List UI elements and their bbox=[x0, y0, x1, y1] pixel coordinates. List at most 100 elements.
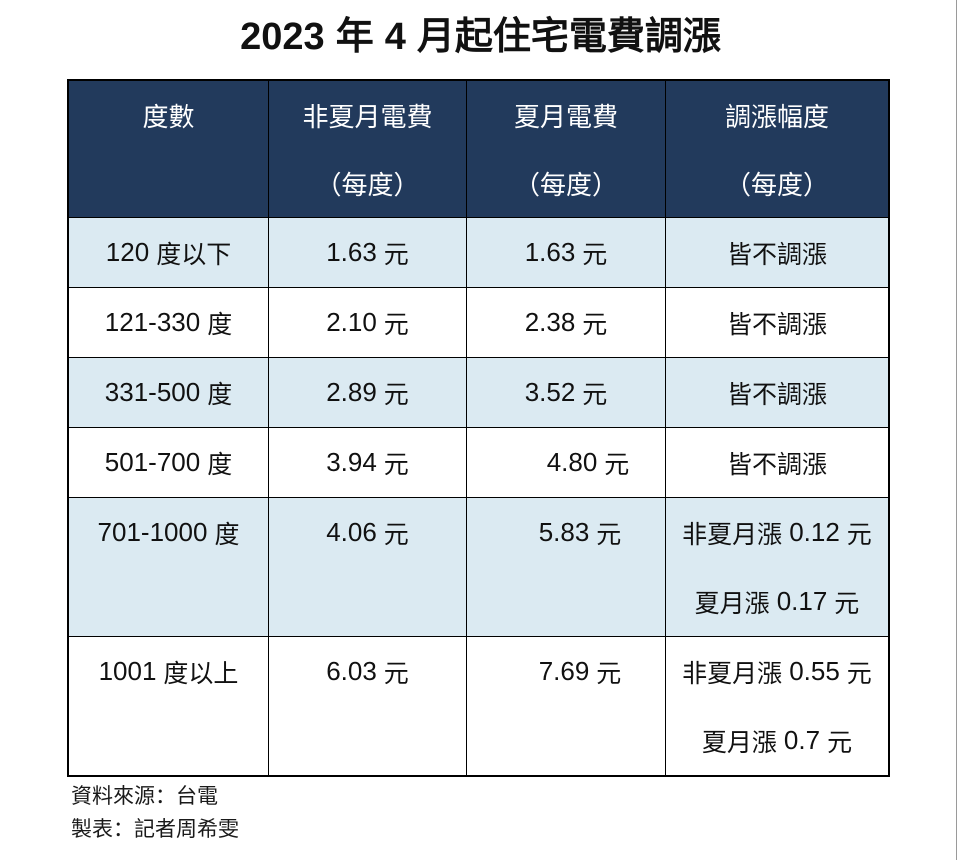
cell-line: 331-500 度 bbox=[69, 358, 268, 427]
summer-fee-cell: 5.83 元 bbox=[467, 498, 666, 637]
cell-line: 非夏月漲 0.55 元 bbox=[666, 637, 888, 706]
adjustment-cell: 皆不調漲 bbox=[666, 218, 888, 288]
cell-line: 皆不調漲 bbox=[666, 428, 888, 497]
fee-unit: 元 bbox=[596, 660, 622, 688]
fee-value: 1.63 bbox=[524, 237, 576, 267]
cell-line: 皆不調漲 bbox=[666, 358, 888, 427]
page-title: 2023 年 4 月起住宅電費調漲 bbox=[0, 16, 961, 60]
header-subtext: （每度） bbox=[315, 170, 420, 200]
cell-line: 4.80 元 bbox=[489, 428, 687, 497]
fee-unit: 元 bbox=[582, 311, 608, 339]
cell-line: 非夏月漲 0.12 元 bbox=[666, 498, 888, 567]
title-year-unit: 年 bbox=[335, 16, 374, 58]
summer-fee-cell: 3.52 元 bbox=[467, 358, 666, 428]
header-text: 度數 bbox=[142, 102, 195, 132]
tier-suffix: 度 bbox=[207, 451, 233, 479]
header-subtext: （每度） bbox=[724, 170, 829, 200]
fee-unit: 元 bbox=[383, 241, 409, 269]
cell-line: 501-700 度 bbox=[69, 428, 268, 497]
tier-range: 501-700 bbox=[104, 447, 201, 477]
adjustment-cell: 非夏月漲 0.55 元 夏月漲 0.7 元 bbox=[666, 637, 888, 775]
summer-fee-cell: 1.63 元 bbox=[467, 218, 666, 288]
adjustment-unit: 元 bbox=[846, 660, 872, 688]
non-summer-fee-cell: 2.10 元 bbox=[269, 288, 467, 358]
fee-value: 2.38 bbox=[524, 307, 576, 337]
tier-cell: 501-700 度 bbox=[69, 428, 269, 498]
adjustment-value: 0.55 bbox=[789, 656, 840, 686]
adjustment-text: 皆不調漲 bbox=[726, 381, 827, 409]
cell-line: 4.06 元 bbox=[269, 498, 466, 567]
adjustment-cell: 皆不調漲 bbox=[666, 428, 888, 498]
adjustment-unit: 元 bbox=[846, 521, 872, 549]
cell-line bbox=[467, 567, 665, 636]
footer-notes: 資料來源：台電 製表：記者周希雯 bbox=[71, 780, 239, 846]
fee-unit: 元 bbox=[582, 241, 608, 269]
cell-line: 2.89 元 bbox=[269, 358, 466, 427]
adjustment-text: 非夏月漲 bbox=[682, 521, 783, 549]
non-summer-fee-cell: 3.94 元 bbox=[269, 428, 467, 498]
adjustment-text: 夏月漲 bbox=[694, 590, 770, 618]
cell-line: 3.52 元 bbox=[467, 358, 665, 427]
adjustment-value: 0.12 bbox=[789, 517, 840, 547]
header-text: 非夏月電費 bbox=[302, 102, 433, 132]
tier-range: 331-500 bbox=[104, 377, 201, 407]
fee-unit: 元 bbox=[383, 660, 409, 688]
column-header-adjustment: 調漲幅度 （每度） bbox=[666, 81, 888, 218]
cell-line: 5.83 元 bbox=[481, 498, 679, 567]
cell-line: 2.10 元 bbox=[269, 288, 466, 357]
tier-suffix: 度 bbox=[207, 311, 233, 339]
header-line: （每度） bbox=[666, 149, 888, 217]
cell-line: 120 度以下 bbox=[69, 218, 268, 287]
column-header-summer: 夏月電費 （每度） bbox=[467, 81, 666, 218]
tier-suffix: 度 bbox=[207, 381, 233, 409]
tier-cell: 1001 度以上 bbox=[69, 637, 269, 775]
cell-line bbox=[69, 706, 268, 775]
fee-value: 2.10 bbox=[326, 307, 377, 337]
adjustment-text: 皆不調漲 bbox=[726, 311, 827, 339]
fee-unit: 元 bbox=[383, 311, 409, 339]
fee-value: 6.03 bbox=[326, 656, 377, 686]
fee-unit: 元 bbox=[383, 381, 409, 409]
cell-line: 皆不調漲 bbox=[666, 218, 888, 287]
cell-line bbox=[269, 706, 466, 775]
cell-line: 1001 度以上 bbox=[69, 637, 268, 706]
tier-cell: 331-500 度 bbox=[69, 358, 269, 428]
fee-value: 7.69 bbox=[538, 656, 590, 686]
cell-line: 7.69 元 bbox=[481, 637, 679, 706]
column-header-tier: 度數 bbox=[69, 81, 269, 218]
tier-range: 121-330 bbox=[104, 307, 201, 337]
adjustment-text: 夏月漲 bbox=[701, 729, 777, 757]
cell-line: 3.94 元 bbox=[269, 428, 466, 497]
header-line: 調漲幅度 bbox=[666, 81, 888, 149]
header-line: 度數 bbox=[69, 81, 268, 149]
tier-range: 701-1000 bbox=[97, 517, 208, 547]
adjustment-text: 皆不調漲 bbox=[726, 241, 827, 269]
fee-unit: 元 bbox=[596, 521, 622, 549]
adjustment-text: 皆不調漲 bbox=[726, 451, 827, 479]
adjustment-unit: 元 bbox=[834, 590, 860, 618]
header-line: （每度） bbox=[269, 149, 466, 217]
adjustment-value: 0.17 bbox=[776, 586, 828, 616]
fee-value: 4.80 bbox=[546, 447, 598, 477]
tier-cell: 701-1000 度 bbox=[69, 498, 269, 637]
fee-value: 2.89 bbox=[326, 377, 377, 407]
adjustment-unit: 元 bbox=[827, 729, 853, 757]
summer-fee-cell: 7.69 元 bbox=[467, 637, 666, 775]
summer-fee-cell: 4.80 元 bbox=[467, 428, 666, 498]
fee-unit: 元 bbox=[604, 451, 630, 479]
column-header-non-summer: 非夏月電費 （每度） bbox=[269, 81, 467, 218]
non-summer-fee-cell: 4.06 元 bbox=[269, 498, 467, 637]
credit-note: 製表：記者周希雯 bbox=[71, 817, 239, 841]
page-edge-line bbox=[956, 0, 957, 860]
header-line: 夏月電費 bbox=[467, 81, 665, 149]
tier-suffix: 度以下 bbox=[156, 241, 232, 269]
header-text: 調漲幅度 bbox=[724, 102, 829, 132]
title-month: 4 bbox=[384, 16, 406, 58]
non-summer-fee-cell: 2.89 元 bbox=[269, 358, 467, 428]
cell-line bbox=[269, 567, 466, 636]
cell-line bbox=[467, 706, 665, 775]
tier-range: 1001 bbox=[98, 656, 157, 686]
fee-unit: 元 bbox=[383, 521, 409, 549]
cell-line: 6.03 元 bbox=[269, 637, 466, 706]
